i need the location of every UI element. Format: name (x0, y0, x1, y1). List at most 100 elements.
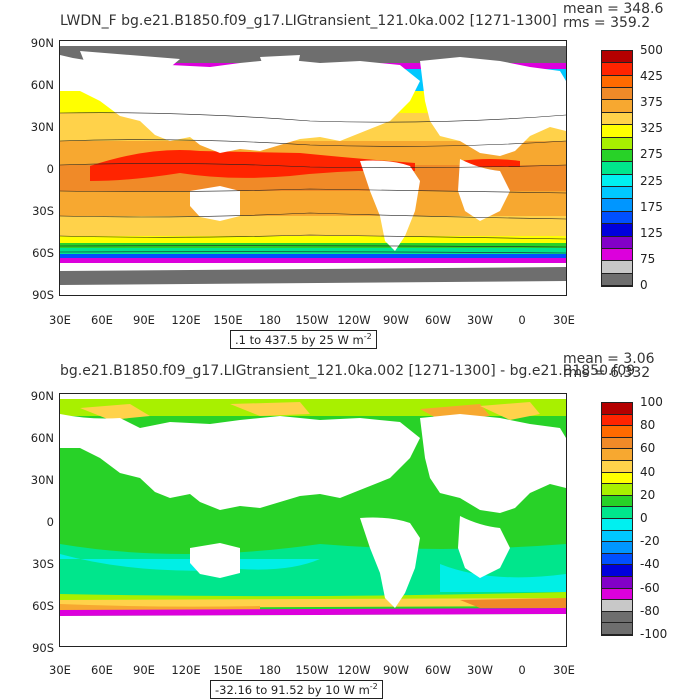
lon-label: 30E (49, 313, 71, 327)
colorbar-segment (602, 75, 632, 89)
colorbar-segment (602, 472, 632, 485)
lon-label: 30E (553, 313, 575, 327)
colorbar-segment (602, 273, 632, 286)
colorbar-bottom (601, 402, 633, 636)
lat-label: 0 (46, 515, 54, 529)
colorbar-segment (602, 137, 632, 150)
colorbar-segment (602, 261, 632, 274)
lon-label: 60W (424, 663, 452, 677)
colorbar-segment (602, 437, 632, 450)
lon-label: 30E (553, 663, 575, 677)
rms-value-top: rms = 359.2 (563, 15, 651, 31)
lat-label: 60N (30, 78, 54, 92)
colorbar-segment (602, 51, 632, 64)
colorbar-segment (602, 88, 632, 101)
colorbar-tick-label: 60 (640, 441, 656, 456)
lon-label: 30W (466, 663, 494, 677)
mean-value-bottom: mean = 3.06 (563, 351, 655, 367)
lat-label: 90N (30, 389, 54, 403)
lon-label: 180 (259, 663, 281, 677)
lat-label: 0 (46, 162, 54, 176)
colorbar-segment (602, 100, 632, 113)
lon-label: 150E (213, 313, 243, 327)
lon-label: 120W (337, 663, 371, 677)
lon-label: 60E (91, 663, 113, 677)
colorbar-tick-label: 375 (640, 95, 663, 110)
colorbar-segment (602, 224, 632, 237)
colorbar-segment (602, 211, 632, 225)
lat-label: 90S (32, 288, 54, 302)
lat-label: 60S (32, 599, 54, 613)
colorbar-segment (602, 565, 632, 577)
colorbar-tick-label: 40 (640, 464, 656, 479)
colorbar-segment (602, 248, 632, 262)
lon-label: 150W (295, 663, 329, 677)
map-title-top: LWDN_F bg.e21.B1850.f09_g17.LIGtransient… (60, 13, 557, 29)
colorbar-tick-label: -100 (640, 627, 668, 641)
lon-label: 120E (171, 313, 201, 327)
colorbar-segment (602, 530, 632, 543)
colorbar-segment (602, 577, 632, 589)
colorbar-segment (602, 519, 632, 531)
sst-field-map-top (60, 41, 566, 295)
colorbar-tick-label: 75 (640, 251, 656, 266)
colorbar-tick-label: -40 (640, 557, 660, 572)
lon-label: 60E (91, 313, 113, 327)
colorbar-segment (602, 426, 632, 438)
lon-label: 120E (171, 663, 201, 677)
colorbar-segment (602, 553, 632, 566)
colorbar-segment (602, 149, 632, 163)
colorbar-tick-label: 80 (640, 418, 656, 433)
colorbar-segment (602, 461, 632, 473)
colorbar-tick-label: -60 (640, 580, 660, 595)
lat-label: 60S (32, 246, 54, 260)
colorbar-segment (602, 174, 632, 188)
colorbar-tick-label: 225 (640, 173, 663, 188)
colorbar-segment (602, 611, 632, 624)
colorbar-segment (602, 63, 632, 76)
lon-label: 30W (466, 313, 494, 327)
lon-label: 90W (382, 663, 410, 677)
colorbar-segment (602, 600, 632, 612)
colorbar-segment (602, 449, 632, 461)
colorbar-tick-label: 0 (640, 511, 648, 525)
lat-label: 30S (32, 204, 54, 218)
colorbar-tick-label: 175 (640, 199, 663, 214)
colorbar-tick-label: 325 (640, 121, 663, 136)
lat-label: 60N (30, 431, 54, 445)
lon-label: 0 (518, 663, 526, 677)
lon-label: 90W (382, 313, 410, 327)
map-title-bottom: bg.e21.B1850.f09_g17.LIGtransient_121.0k… (60, 363, 636, 379)
colorbar-segment (602, 484, 632, 496)
lat-label: 30N (30, 120, 54, 134)
colorbar-tick-label: 100 (640, 395, 663, 409)
contour-range-label-top: .1 to 437.5 by 25 W m-2 (230, 330, 377, 349)
colorbar-tick-label: -20 (640, 534, 660, 549)
lat-label: 30S (32, 557, 54, 571)
colorbar-tick-label: 0 (640, 278, 648, 292)
rms-value-bottom: rms = 6.332 (563, 365, 651, 381)
colorbar-tick-label: 125 (640, 225, 663, 240)
lat-label: 90N (30, 36, 54, 50)
lat-label: 30N (30, 473, 54, 487)
lon-label: 30E (49, 663, 71, 677)
lon-label: 150E (213, 663, 243, 677)
colorbar-segment (602, 414, 632, 427)
colorbar-segment (602, 125, 632, 138)
colorbar-segment (602, 112, 632, 126)
lon-label: 90E (133, 313, 155, 327)
colorbar-top (601, 50, 633, 287)
colorbar-tick-label: 20 (640, 487, 656, 502)
colorbar-segment (602, 162, 632, 175)
lon-label: 120W (337, 313, 371, 327)
colorbar-tick-label: -80 (640, 603, 660, 618)
contour-range-label-bottom: -32.16 to 91.52 by 10 W m-2 (210, 680, 383, 699)
colorbar-tick-label: 425 (640, 69, 663, 84)
colorbar-segment (602, 588, 632, 601)
mean-value-top: mean = 348.6 (563, 1, 664, 17)
colorbar-segment (602, 623, 632, 635)
colorbar-segment (602, 507, 632, 519)
lon-label: 60W (424, 313, 452, 327)
lon-label: 90E (133, 663, 155, 677)
colorbar-segment (602, 187, 632, 200)
